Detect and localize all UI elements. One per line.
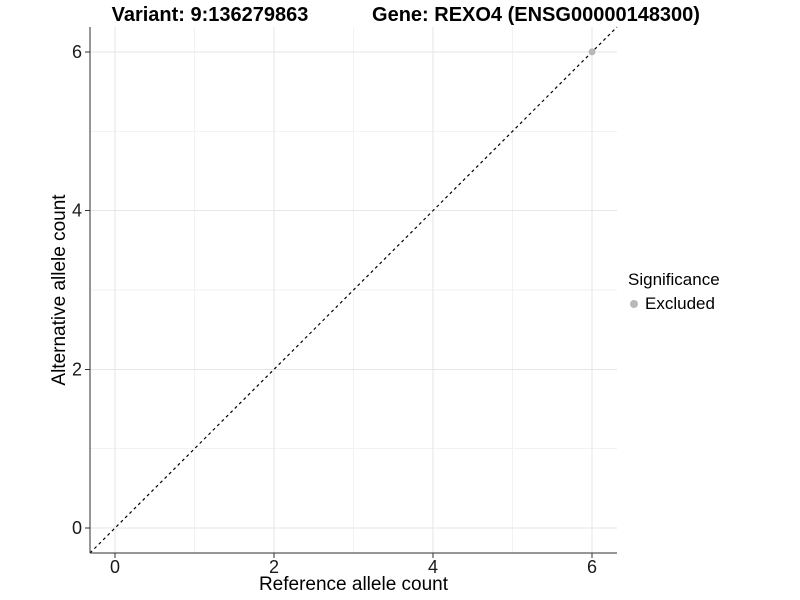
legend-point-icon: [630, 300, 638, 308]
x-tick-label: 0: [110, 557, 120, 577]
y-axis-title: Alternative allele count: [49, 194, 70, 386]
x-tick-label: 6: [587, 557, 597, 577]
x-axis-title: Reference allele count: [258, 574, 449, 595]
plot-title-variant: Variant: 9:136279863: [111, 4, 309, 26]
data-point: [588, 48, 596, 56]
y-tick-label: 0: [72, 518, 82, 538]
legend-item-label: Excluded: [645, 294, 715, 313]
x-tick-label: 4: [428, 557, 438, 577]
plot-title-gene: Gene: REXO4 (ENSG00000148300): [372, 4, 700, 26]
legend: Significance Excluded: [628, 270, 720, 314]
x-tick-label: 2: [269, 557, 279, 577]
legend-title: Significance: [628, 270, 720, 289]
y-tick-label: 6: [72, 42, 82, 62]
legend-item: Excluded: [628, 294, 720, 314]
identity-reference-line: [89, 26, 618, 554]
y-tick-label: 4: [72, 201, 82, 221]
y-tick-label: 2: [72, 359, 82, 379]
